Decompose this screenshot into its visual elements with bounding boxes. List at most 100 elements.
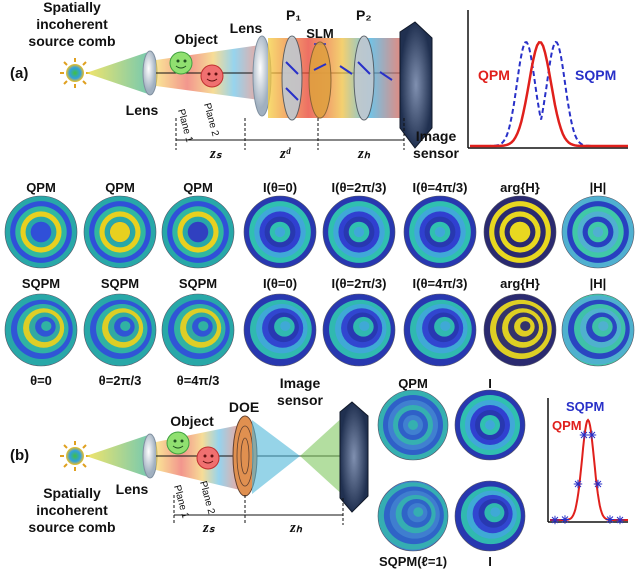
image-sensor-a — [399, 21, 433, 149]
plot-b-sqpm-marker-3: ✳ — [579, 430, 588, 442]
image-sensor-label-line1: Image — [416, 128, 457, 144]
grid-row1-disc-1 — [83, 195, 157, 269]
lens1-label: Lens — [126, 102, 159, 118]
grid-row1-disc-3 — [243, 195, 317, 269]
panel-a-tag: (a) — [10, 65, 28, 82]
polarizer-p2 — [353, 35, 375, 121]
grid-row2-label-7: |H| — [590, 276, 607, 291]
plot-a-sqpm-label: SQPM — [575, 67, 616, 83]
grid-row1-label-2: QPM — [183, 180, 213, 195]
grid-row2-images — [4, 293, 635, 367]
slm — [308, 41, 332, 119]
grid-row2-disc-5 — [403, 293, 477, 367]
grid-row1-label-5: I(θ=4π/3) — [413, 180, 468, 195]
object-label: Object — [174, 31, 218, 47]
grid-row1-label-0: QPM — [26, 180, 56, 195]
source-comb-icon — [60, 58, 90, 88]
theta-labels: θ=0 θ=2π/3 θ=4π/3 — [30, 373, 219, 388]
grid-row2-label-1: SQPM — [101, 276, 139, 291]
b-sensor-label-line1: Image — [280, 375, 321, 391]
grid-row2-disc-7 — [561, 293, 635, 367]
collimating-lens — [142, 50, 158, 96]
plot-b-sqpm-marker-1: ✳ — [560, 515, 569, 527]
b-object-plane2-icon — [196, 446, 220, 470]
grid-row2-disc-6 — [483, 293, 557, 367]
grid-row2-label-4: I(θ=2π/3) — [332, 276, 387, 291]
grid-row2-label-0: SQPM — [22, 276, 60, 291]
b-sqpm-label: SQPM(ℓ=1) — [379, 554, 447, 569]
b-source-line3: source comb — [28, 519, 115, 535]
grid-row1-disc-0 — [4, 195, 78, 269]
plot-b-sqpm-marker-6: ✳ — [605, 514, 614, 526]
object-plane2-icon — [200, 64, 224, 88]
source-label-line3: source comb — [28, 33, 115, 49]
plot-b-sqpm-marker-4: ✳ — [587, 430, 596, 442]
slm-label: SLM — [306, 26, 333, 41]
panel-b-tag: (b) — [10, 447, 29, 464]
grid-row1-label-6: arg{H} — [500, 180, 540, 195]
b-zh-label: zₕ — [289, 520, 303, 536]
plot-b-sqpm-marker-7: ✳ — [615, 515, 624, 527]
plot-b-sqpm-markers: ✳ ✳✳✳✳✳✳ ✳ — [550, 430, 624, 527]
zh-label: zₕ — [357, 146, 371, 162]
b-source-line2: incoherent — [36, 502, 108, 518]
b-diverging-beam — [300, 415, 345, 497]
b-plane2-label: Plane 2 — [197, 480, 217, 516]
doe-label: DOE — [229, 399, 259, 415]
image-sensor-b — [339, 401, 369, 513]
polarization-arrows — [285, 61, 393, 101]
lens2-label: Lens — [230, 20, 263, 36]
b-source-line1: Spatially — [43, 485, 101, 501]
grid-row1-label-1: QPM — [105, 180, 135, 195]
grid-row2-label-6: arg{H} — [500, 276, 540, 291]
grid-row2-label-3: I(θ=0) — [263, 276, 297, 291]
b-object-label: Object — [170, 413, 214, 429]
psf-plot-b: ✳ ✳✳✳✳✳✳ ✳ SQPM QPM — [547, 398, 628, 527]
plot-b-sqpm-marker-5: ✳ — [593, 479, 602, 491]
theta-label-2: θ=4π/3 — [177, 373, 220, 388]
panel-b-images: QPM I SQPM(ℓ=1) I — [377, 376, 526, 569]
grid-row1-disc-5 — [403, 195, 477, 269]
source-label-line2: incoherent — [36, 16, 108, 32]
plane2-label: Plane 2 — [201, 102, 221, 138]
grid-row1-disc-4 — [322, 195, 396, 269]
plot-a-qpm-curve — [470, 40, 628, 148]
grid-row2-label-5: I(θ=4π/3) — [413, 276, 468, 291]
b-beam-cone — [86, 435, 148, 477]
grid-row2-label-2: SQPM — [179, 276, 217, 291]
zs-label: zₛ — [209, 146, 223, 162]
plot-a-sqpm-curve — [470, 40, 628, 147]
b-object-plane1-icon — [166, 431, 190, 455]
p1-label: P₁ — [286, 7, 301, 23]
grid-row2-disc-0 — [4, 293, 78, 367]
b-zs-label: zₛ — [202, 520, 216, 536]
b-lens — [142, 433, 158, 479]
grid-row1-labels: QPM QPM QPM I(θ=0) I(θ=2π/3) I(θ=4π/3) arg{H} |… — [26, 180, 606, 195]
theta-label-1: θ=2π/3 — [99, 373, 142, 388]
plot-b-qpm-curve — [550, 418, 628, 521]
b-converging-beam — [252, 420, 300, 494]
b-sqpm-disc — [377, 480, 449, 552]
grid-row2-disc-4 — [322, 293, 396, 367]
polarizer-p1 — [281, 35, 303, 121]
psf-plot-a: QPM SQPM — [467, 10, 628, 149]
grid-row1-disc-7 — [561, 195, 635, 269]
b-qpm-label: QPM — [398, 376, 428, 391]
grid-row2-disc-3 — [243, 293, 317, 367]
plot-b-sqpm-marker-2: ✳ — [573, 479, 582, 491]
b-qpm-disc — [377, 389, 449, 461]
distance-guides — [175, 118, 405, 150]
source-comb-b-icon — [60, 441, 90, 471]
source-label-line1: Spatially — [43, 0, 101, 15]
plot-b-qpm-label: QPM — [552, 418, 582, 433]
b-i-bottom-label: I — [488, 554, 492, 569]
grid-row2-disc-2 — [161, 293, 235, 367]
grid-row2-labels: SQPM SQPM SQPM I(θ=0) I(θ=2π/3) I(θ=4π/3) arg{… — [22, 276, 606, 291]
grid-row2-disc-1 — [83, 293, 157, 367]
theta-label-0: θ=0 — [30, 373, 52, 388]
b-distance-guides — [173, 495, 344, 525]
panel-a-setup: Spatially incoherent source comb (a) Len… — [10, 0, 460, 162]
zd-label: zᵈ — [279, 146, 291, 162]
grid-row1-label-4: I(θ=2π/3) — [332, 180, 387, 195]
